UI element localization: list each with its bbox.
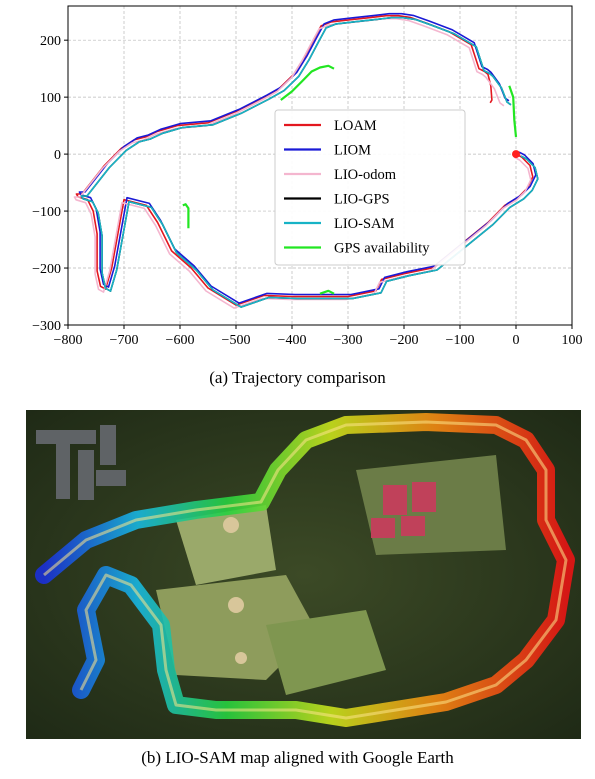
x-tick-label: 100 [562,333,583,348]
legend-label: LOAM [334,118,377,134]
x-tick-label: −500 [222,333,251,348]
series-gps-availability-line [319,289,335,295]
x-tick-label: −700 [110,333,139,348]
field-lower [266,610,386,695]
building-complex [36,425,126,500]
y-tick-label: 100 [40,91,61,106]
series-gps-availability-line [280,64,335,101]
y-tick-label: −300 [32,319,61,334]
x-tick-label: −300 [334,333,363,348]
trajectory-chart: −800 −700 −600 −500 −400 −300 −200 −100 0 100 −300… [32,5,583,348]
lio-sam-inner-band [43,420,568,720]
axes: −800 −700 −600 −500 −400 −300 −200 −100 0 100 −300… [32,5,583,348]
tennis-courts [371,482,436,538]
y-tick-label: −200 [32,262,61,277]
x-tick-label: −600 [166,333,195,348]
figure-a-caption: (a) Trajectory comparison [209,368,386,387]
x-tick-label: −400 [278,333,307,348]
legend-box [274,109,466,266]
trajectory-series [73,12,539,309]
y-tick-label: 0 [54,148,61,163]
aerial-map-image [26,410,581,739]
start-point-marker [512,150,520,159]
x-tick-label: −100 [446,333,475,348]
x-tick-label: −800 [54,333,83,348]
y-tick-label: 200 [40,34,61,49]
legend-label: LIO-odom [334,167,397,183]
y-tick-label: −100 [32,205,61,220]
legend-label: GPS availability [334,241,430,257]
series-lio-sam-line [80,16,539,308]
series-gps-availability-line [182,203,190,229]
legend-label: LIOM [334,143,371,159]
legend: LOAM LIOM LIO-odom LIO-GPS LIO-SAM GPS availa… [274,109,466,266]
baseball-diamonds [223,517,247,664]
legend-label: LIO-SAM [334,216,395,232]
x-tick-label: −200 [390,333,419,348]
x-tick-label: 0 [513,333,520,348]
figure-b-caption: (b) LIO-SAM map aligned with Google Eart… [141,748,454,767]
field-upper [176,505,276,585]
series-gps-availability-line [508,85,518,138]
legend-label: LIO-GPS [334,192,390,208]
plot-frame [67,5,573,326]
